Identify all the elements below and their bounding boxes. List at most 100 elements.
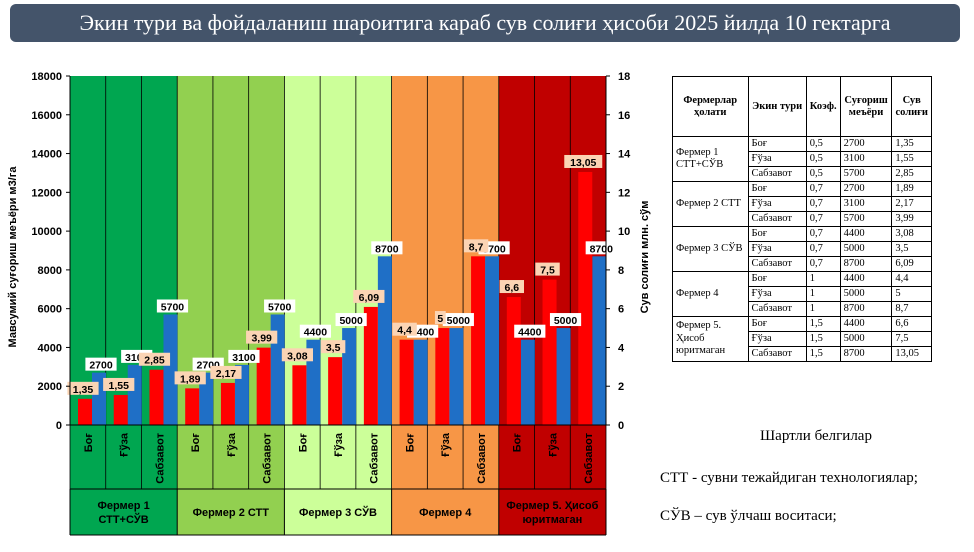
y-tick-label: 4000 (38, 342, 62, 354)
data-label-tax: 3,99 (251, 333, 272, 345)
bar-irrigation-norm (556, 328, 571, 425)
table-cell: 1 (805, 271, 841, 287)
table-cell: Ғўза (747, 331, 807, 347)
y2-tick-label: 6 (618, 304, 624, 316)
table-header: Суғориш меъёри (839, 76, 893, 137)
data-label-box (103, 377, 135, 391)
data-label-box (320, 340, 346, 354)
y-tick-label: 14000 (31, 149, 62, 161)
data-label-box (463, 239, 489, 253)
table-cell: 0,5 (805, 166, 841, 182)
table-cell: Сабзавот (747, 211, 807, 227)
table-cell: 1,89 (891, 181, 932, 197)
bar-water-tax (113, 394, 128, 425)
group-background-layer (70, 76, 606, 535)
table-header-row: Фермерлар ҳолати Экин тури Коэф. Суғориш… (672, 76, 932, 137)
y-tick-label: 18000 (31, 71, 62, 83)
table-row: Ғўза 0,7 3100 2,17 (673, 196, 932, 212)
data-label-tax: 6,6 (504, 282, 519, 294)
y-tick-label: 0 (56, 420, 62, 432)
bar-irrigation-norm (127, 364, 142, 425)
group-label: Фермер 4 (419, 507, 472, 519)
table-cell: 4,4 (891, 271, 932, 287)
data-label-norm: 8700 (590, 243, 614, 255)
data-label-box (335, 313, 367, 327)
data-label-box (138, 352, 171, 366)
table-cell-farmer: Фермер 5. Ҳисоб юритмаган (672, 316, 749, 362)
table-cell: 1 (805, 286, 841, 302)
bars-layer (78, 171, 607, 425)
bar-irrigation-norm (485, 256, 500, 425)
y2-tick-label: 4 (618, 342, 625, 354)
legend-item: СТТ - сувни тежайдиган технологиялар; (660, 470, 918, 486)
group-label: Фермер 3 СЎВ (299, 506, 377, 519)
table-cell: Сабзавот (747, 346, 807, 362)
table-cell: 3100 (839, 151, 893, 167)
bar-irrigation-norm (520, 339, 535, 425)
x-tick-label: Боғ (512, 433, 524, 453)
data-label-norm: 5700 (161, 301, 185, 313)
table-cell: 6,09 (891, 256, 932, 272)
y2-tick-label: 8 (618, 265, 624, 277)
bar-irrigation-norm (592, 256, 607, 425)
table-cell: 3,99 (891, 211, 932, 227)
bar-irrigation-norm (234, 364, 249, 425)
data-label-tax: 8,7 (469, 241, 484, 253)
table-cell: 3,08 (891, 226, 932, 242)
y-tick-label: 8000 (38, 265, 62, 277)
data-label-tax: 4,4 (397, 325, 412, 337)
x-tick-label: Ғўза (440, 432, 452, 457)
data-label-box (514, 324, 546, 338)
table-cell: Боғ (747, 136, 807, 152)
bar-water-tax (220, 382, 235, 425)
data-label-box (392, 322, 417, 336)
bar-water-tax (78, 398, 92, 425)
group-label: Фермер 5. Ҳисоб юритмаган (506, 500, 598, 526)
table-cell: 4400 (839, 271, 893, 287)
table-cell: 0,7 (805, 196, 841, 212)
data-label-box (499, 280, 524, 294)
data-label-norm: 4400 (304, 327, 328, 339)
data-label-box (264, 299, 296, 313)
x-tick-label: Сабзавот (583, 432, 595, 483)
legend-title: Шартли белгилар (760, 428, 872, 444)
data-label-norm: 2700 (89, 360, 113, 372)
table-cell-farmer: Фермер 2 СТТ (672, 181, 749, 227)
x-tick-label: Сабзавот (154, 432, 166, 483)
data-label-box (442, 313, 474, 327)
table-cell: 8700 (839, 346, 893, 362)
data-label-box (564, 154, 603, 168)
table-cell: 1,5 (805, 331, 841, 347)
bar-water-tax (578, 171, 593, 425)
data-label-tax: 13,05 (570, 157, 596, 169)
data-label-box (174, 371, 206, 385)
table-row: Фермер 4 Боғ 1 4400 4,4 (672, 271, 932, 317)
data-label-tax: 5 (437, 313, 443, 325)
table-row: Фермер 5. Ҳисоб юритмаган Боғ 1,5 4400 6,6 (672, 316, 932, 362)
table-cell: 1 (805, 301, 841, 317)
table-cell: 0,7 (805, 211, 841, 227)
table-cell: 6,6 (891, 316, 932, 332)
x-tick-label: Ғўза (333, 432, 345, 457)
data-label-box (281, 348, 313, 362)
table-cell: 5000 (839, 286, 893, 302)
axes-layer: 0200040006000800010000120001400016000180… (31, 71, 631, 432)
table-cell: 8,7 (891, 301, 932, 317)
bar-water-tax (328, 357, 343, 425)
bar-irrigation-norm (449, 328, 464, 425)
y2-tick-label: 14 (618, 149, 631, 161)
page-title: Экин тури ва фойдаланиш шароитига караб … (10, 4, 960, 42)
table-cell: 0,5 (805, 136, 841, 152)
table-row: Сабзавот 1,5 8700 13,05 (673, 346, 932, 362)
table-cell: 5000 (839, 241, 893, 257)
data-label-tax: 2,17 (216, 368, 237, 380)
y2-tick-label: 16 (618, 110, 630, 122)
data-label-box (585, 241, 617, 255)
table-cell: Ғўза (747, 151, 807, 167)
bar-irrigation-norm (413, 339, 428, 425)
bar-water-tax (471, 256, 486, 425)
bar-irrigation-norm (199, 372, 214, 425)
group-background (284, 76, 392, 535)
group-labels-layer: Фермер 1 СТТ+СЎВ Фермер 2 СТТ Фермер 3 СЎВ Ф… (97, 500, 598, 526)
